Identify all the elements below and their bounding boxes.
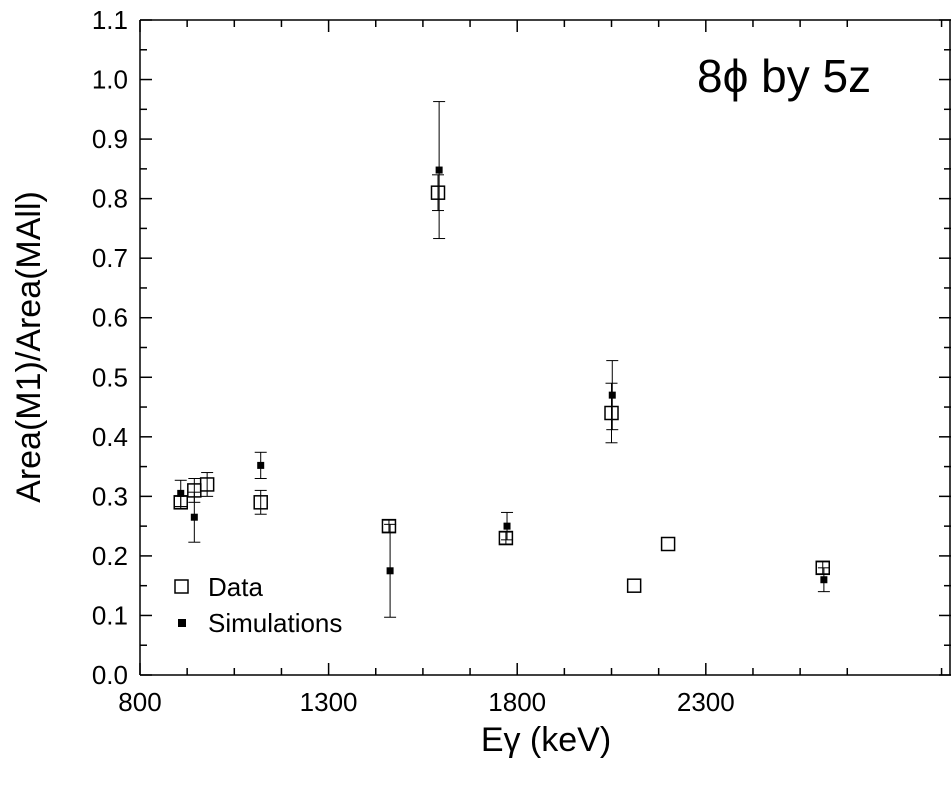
data-point-data: [253, 495, 268, 510]
data-point-simulation: [386, 567, 394, 575]
data-point-data: [604, 405, 619, 421]
legend-simulations-label: Simulations: [208, 608, 342, 638]
data-point-data: [430, 185, 446, 200]
data-point-simulation: [435, 166, 443, 174]
y-tick-label: 1.1: [92, 5, 128, 35]
data-point-simulation: [820, 576, 828, 584]
y-tick-label: 0.8: [92, 184, 128, 214]
data-point-data: [381, 518, 397, 534]
y-axis-label: Area(M1)/Area(MAll): [10, 191, 48, 503]
x-tick-label: 1300: [300, 687, 358, 717]
x-axis-label: Eγ (keV): [481, 721, 611, 759]
y-tick-label: 0.5: [92, 362, 128, 392]
data-point-simulation: [190, 513, 198, 521]
legend-data-marker: [174, 579, 189, 594]
legend-data-label: Data: [208, 572, 263, 602]
y-tick-label: 0.2: [92, 541, 128, 571]
annotation-label: 8ϕ by 5z: [697, 50, 871, 102]
y-tick-label: 0.4: [92, 422, 128, 452]
data-point-simulation: [608, 391, 616, 399]
data-point-simulation: [503, 522, 511, 530]
y-tick-label: 0.3: [92, 481, 128, 511]
x-axis: 800 1300 1800 2300: [118, 20, 943, 717]
data-point-simulation: [177, 489, 185, 497]
data-point-data: [199, 477, 215, 492]
y-tick-label: 0.6: [92, 303, 128, 333]
y-tick-label: 0.0: [92, 660, 128, 690]
legend: Data Simulations: [174, 572, 342, 638]
y-tick-label: 0.7: [92, 243, 128, 273]
data-marks: [173, 101, 830, 618]
y-tick-label: 1.0: [92, 65, 128, 95]
data-point-simulation: [257, 461, 265, 469]
legend-simulations-marker: [178, 619, 186, 627]
x-tick-label: 1800: [488, 687, 546, 717]
x-tick-label: 2300: [677, 687, 735, 717]
data-point-data: [626, 578, 642, 593]
y-tick-label: 0.9: [92, 124, 128, 154]
data-point-data: [498, 530, 514, 546]
y-tick-label: 0.1: [92, 600, 128, 630]
y-axis: 0.0 0.1 0.2 0.3 0.4 0.5 0.6 0.7 0.8 0.9 1.0 1.1: [92, 5, 951, 690]
data-point-data: [660, 536, 676, 552]
x-tick-label: 800: [118, 687, 161, 717]
